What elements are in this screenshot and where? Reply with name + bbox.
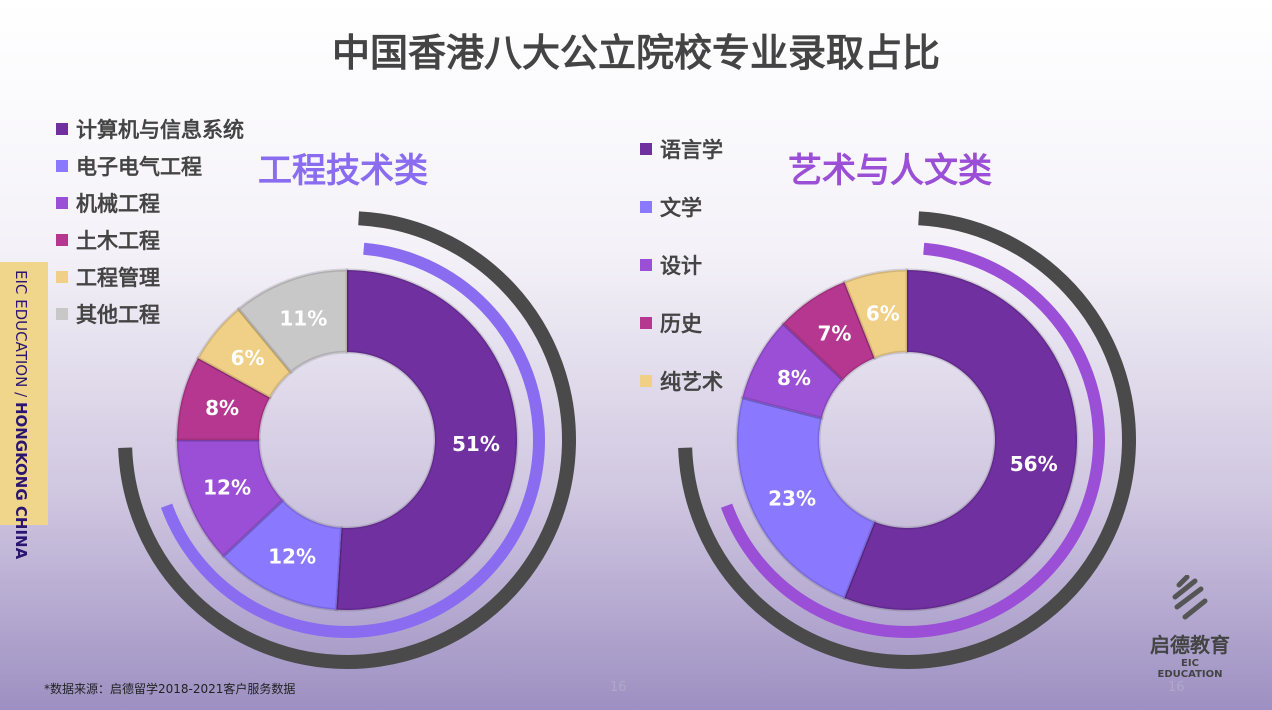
legend-label: 文学: [660, 196, 702, 220]
legend-label: 土木工程: [76, 228, 160, 253]
chart-2-legend: 语言学文学设计历史纯艺术: [640, 120, 723, 410]
legend-item: 文学: [640, 178, 723, 236]
source-note: *数据来源：启德留学2018-2021客户服务数据: [44, 682, 296, 696]
legend-label: 计算机与信息系统: [76, 117, 244, 142]
page-number: 16: [1168, 680, 1185, 695]
legend-item: 设计: [640, 236, 723, 294]
slice-label: 56%: [1010, 452, 1058, 476]
legend-item: 机械工程: [56, 184, 244, 221]
legend-label: 工程管理: [76, 265, 160, 290]
chart-1-subtitle: 工程技术类: [258, 151, 428, 191]
slice-label: 6%: [866, 301, 900, 325]
legend-swatch: [56, 233, 68, 246]
legend-label: 纯艺术: [660, 370, 723, 394]
slice-label: 7%: [818, 321, 852, 345]
legend-item: 土木工程: [56, 221, 244, 258]
donut-slice-2: [735, 395, 877, 601]
legend-label: 其他工程: [76, 302, 160, 327]
legend-swatch: [640, 259, 652, 271]
chart-1-legend: 计算机与信息系统 电子电气工程 机械工程土木工程工程管理其他工程: [56, 110, 244, 332]
legend-swatch: [640, 201, 652, 213]
legend-label: 语言学: [660, 138, 723, 162]
slice-label: 8%: [205, 396, 239, 420]
logo-cn: 启德教育: [1150, 633, 1230, 657]
outer-accent-arc: [160, 242, 545, 638]
legend-label: 电子电气工程: [76, 154, 202, 179]
legend-swatch: [56, 196, 68, 209]
slice-label: 23%: [768, 487, 816, 511]
side-label-2: HONGKONG CHINA: [12, 401, 30, 560]
page-number: 16: [610, 680, 627, 695]
outer-accent-arc: [720, 242, 1105, 638]
donut-slice-3: [175, 438, 285, 559]
legend-swatch: [56, 159, 68, 172]
legend-label: 机械工程: [76, 191, 160, 216]
side-label-1: EIC EDUCATION: [12, 270, 30, 388]
slice-label: 6%: [231, 346, 265, 370]
donut-slice-2: [220, 498, 344, 612]
logo-en: EIC EDUCATION: [1157, 658, 1223, 680]
side-banner: EIC EDUCATION / HONGKONG CHINA: [0, 262, 48, 559]
donut-slice-5: [842, 268, 909, 361]
legend-swatch: [56, 122, 68, 135]
donut-slice-6: [236, 268, 349, 375]
legend-label: 设计: [660, 254, 702, 278]
logo-mark-icon: [1172, 574, 1208, 620]
donut-slice-1: [334, 268, 519, 612]
slice-label: 12%: [203, 475, 251, 499]
legend-item: 语言学: [640, 120, 723, 178]
legend-swatch: [56, 270, 68, 283]
donut-slice-1: [842, 268, 1079, 612]
legend-item: 电子电气工程: [56, 147, 244, 184]
outer-gray-arc: [118, 211, 576, 669]
legend-item: 纯艺术: [640, 352, 723, 410]
slice-label: 8%: [777, 366, 811, 390]
legend-item: 其他工程: [56, 295, 244, 332]
side-label-sep: /: [12, 387, 30, 402]
donut-slice-3: [740, 321, 845, 420]
legend-label: 历史: [660, 312, 702, 336]
legend-swatch: [640, 317, 652, 329]
chart-2-subtitle: 艺术与人文类: [788, 151, 992, 191]
legend-swatch: [640, 375, 652, 387]
legend-item: 计算机与信息系统: [56, 110, 244, 147]
slice-label: 11%: [279, 307, 327, 331]
slice-label: 12%: [268, 545, 316, 569]
legend-swatch: [640, 143, 652, 155]
eic-logo: 启德教育 EIC EDUCATION: [1150, 574, 1230, 680]
legend-item: 工程管理: [56, 258, 244, 295]
legend-item: 历史: [640, 294, 723, 352]
legend-swatch: [56, 307, 68, 320]
donut-slice-4: [175, 356, 272, 442]
page-title: 中国香港八大公立院校专业录取占比: [331, 31, 940, 75]
outer-gray-arc: [678, 211, 1136, 669]
slice-label: 51%: [452, 432, 500, 456]
